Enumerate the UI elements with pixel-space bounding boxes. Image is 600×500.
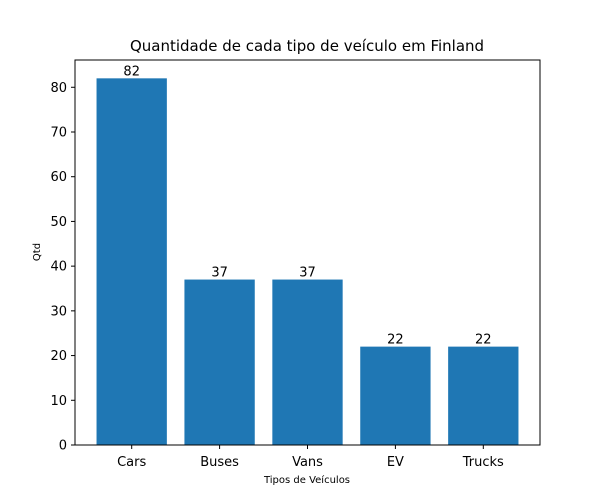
y-axis: 0 10 20 30 40 50 60 70 80 <box>50 81 75 454</box>
x-tick-label-cars: Cars <box>117 455 146 470</box>
y-tick-label-50: 50 <box>50 215 67 230</box>
y-tick-label-0: 0 <box>59 439 67 454</box>
data-label-ev: 22 <box>387 333 404 348</box>
data-labels-group: 82 37 37 22 22 <box>123 64 491 347</box>
y-tick-label-10: 10 <box>50 394 67 409</box>
x-tick-label-trucks: Trucks <box>462 455 504 470</box>
x-axis: Cars Buses Vans EV Trucks <box>117 445 504 470</box>
y-tick-label-80: 80 <box>50 81 67 96</box>
data-label-buses: 37 <box>211 266 228 281</box>
chart-title: Quantidade de cada tipo de veículo em Fi… <box>130 37 484 55</box>
y-tick-label-30: 30 <box>50 304 67 319</box>
bar-trucks <box>448 346 519 445</box>
bar-vans <box>272 279 343 445</box>
y-tick-label-20: 20 <box>50 349 67 364</box>
data-label-trucks: 22 <box>475 333 492 348</box>
data-label-vans: 37 <box>299 266 316 281</box>
bar-cars <box>96 78 167 445</box>
y-tick-label-40: 40 <box>50 260 67 275</box>
bar-ev <box>360 346 431 445</box>
bars-group <box>96 78 519 445</box>
x-axis-label: Tipos de Veículos <box>263 474 350 486</box>
bar-buses <box>184 279 255 445</box>
data-label-cars: 82 <box>123 64 140 79</box>
x-tick-label-ev: EV <box>387 455 404 470</box>
y-tick-label-70: 70 <box>50 125 67 140</box>
x-tick-label-buses: Buses <box>200 455 239 470</box>
x-tick-label-vans: Vans <box>292 455 323 470</box>
y-tick-label-60: 60 <box>50 170 67 185</box>
plot-frame <box>74 59 541 446</box>
y-axis-label: Qtd <box>32 243 43 261</box>
